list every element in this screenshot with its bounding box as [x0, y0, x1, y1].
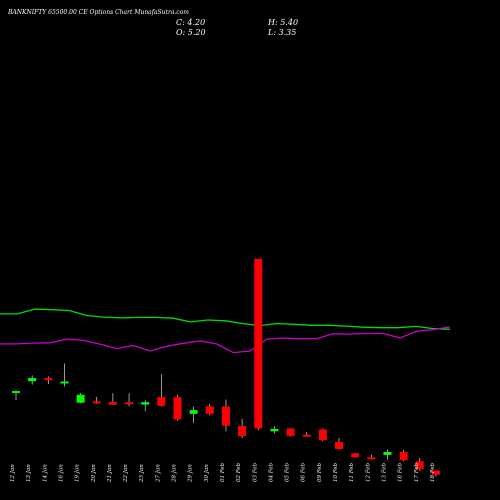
- candle-body: [205, 406, 214, 414]
- candle-21-jan: [108, 393, 117, 406]
- candle-body: [60, 381, 69, 384]
- candle-20-jan: [92, 396, 101, 404]
- x-tick-label: 14 Jan: [42, 464, 48, 482]
- candle-12-feb: [367, 454, 376, 460]
- x-tick-label: 10 Feb: [333, 462, 339, 482]
- x-tick-label: 13 Jan: [26, 464, 32, 482]
- candle-body: [92, 401, 101, 404]
- candle-body: [302, 434, 311, 437]
- candle-27-jan: [157, 374, 166, 407]
- chart-title: BANKNIFTY 65500.00 CE Options Chart Muna…: [8, 9, 189, 16]
- candle-body: [335, 441, 343, 450]
- green-indicator-line: [0, 308, 451, 330]
- candle-body: [383, 451, 392, 455]
- candle-10-feb: [335, 437, 343, 450]
- candle-body: [367, 457, 376, 460]
- candle-body: [254, 258, 263, 429]
- x-tick-label: 16 Jan: [58, 464, 64, 482]
- candle-body: [415, 461, 424, 469]
- candle-body: [157, 397, 166, 406]
- candle-body: [76, 394, 85, 403]
- x-tick-label: 23 Jan: [139, 464, 145, 483]
- x-tick-label: 12 Jan: [10, 464, 16, 482]
- candle-23-jan: [141, 400, 150, 412]
- candle-14-jan: [44, 376, 53, 385]
- candle-body: [399, 451, 408, 461]
- candle-30-jan: [205, 403, 214, 416]
- x-tick-label: 16 Feb: [398, 462, 404, 482]
- candle-05-feb: [286, 428, 295, 437]
- candle-body: [351, 453, 360, 458]
- x-tick-label: 04 Feb: [268, 462, 274, 482]
- candle-13-jan: [28, 375, 37, 385]
- x-tick-label: 27 Jan: [155, 464, 161, 483]
- close-value: C: 4.20: [176, 18, 206, 27]
- candle-body: [12, 391, 20, 394]
- candle-12-jan: [12, 390, 20, 401]
- x-tick-label: 01 Feb: [220, 462, 226, 482]
- candle-body: [28, 378, 37, 382]
- candle-29-jan: [189, 406, 198, 423]
- candle-13-feb: [383, 449, 392, 460]
- candle-body: [173, 397, 182, 420]
- x-tick-label: 17 Feb: [414, 462, 420, 482]
- candle-16-feb: [399, 450, 408, 462]
- x-tick-label: 13 Feb: [381, 462, 387, 482]
- candle-body: [44, 378, 53, 381]
- candle-19-jan: [76, 393, 85, 403]
- candle-body: [221, 406, 230, 426]
- x-tick-label: 29 Jan: [188, 464, 194, 483]
- candle-body: [270, 428, 279, 432]
- candle-28-jan: [173, 394, 182, 421]
- candle-02-feb: [238, 418, 247, 438]
- candle-01-feb: [221, 399, 230, 432]
- candle-06-feb: [302, 432, 311, 437]
- candle-body: [141, 402, 150, 405]
- x-tick-label: 11 Feb: [349, 462, 355, 482]
- magenta-indicator-line: [0, 326, 451, 354]
- x-tick-label: 30 Jan: [204, 464, 210, 482]
- candle-04-feb: [270, 426, 279, 434]
- candle-17-feb: [415, 457, 424, 471]
- candle-body: [189, 410, 198, 414]
- x-tick-label: 03 Feb: [252, 462, 258, 482]
- x-tick-label: 19 Jan: [75, 464, 81, 482]
- candle-body: [108, 401, 117, 405]
- candle-16-jan: [60, 363, 69, 387]
- open-value: O: 5.20: [176, 28, 206, 37]
- x-tick-label: 12 Feb: [365, 462, 371, 482]
- candle-body: [238, 426, 247, 437]
- x-tick-label: 06 Feb: [301, 462, 307, 482]
- candle-09-feb: [318, 428, 327, 442]
- x-tick-label: 20 Jan: [91, 464, 97, 483]
- x-tick-label: 18 Feb: [430, 462, 436, 482]
- candle-body: [125, 402, 134, 405]
- x-tick-label: 05 Feb: [285, 462, 291, 482]
- candle-body: [431, 470, 440, 475]
- candle-18-feb: [431, 470, 440, 477]
- x-tick-label: 02 Feb: [236, 462, 242, 482]
- candle-03-feb: [254, 258, 263, 431]
- candle-11-feb: [351, 452, 360, 458]
- x-tick-label: 09 Feb: [317, 462, 323, 482]
- candle-22-jan: [125, 393, 134, 407]
- candle-body: [286, 428, 295, 436]
- x-tick-label: 22 Jan: [123, 464, 129, 483]
- x-tick-label: 21 Jan: [107, 464, 113, 483]
- high-value: H: 5.40: [268, 18, 299, 27]
- candle-body: [318, 429, 327, 441]
- x-tick-label: 28 Jan: [172, 464, 178, 483]
- low-value: L: 3.35: [268, 28, 297, 37]
